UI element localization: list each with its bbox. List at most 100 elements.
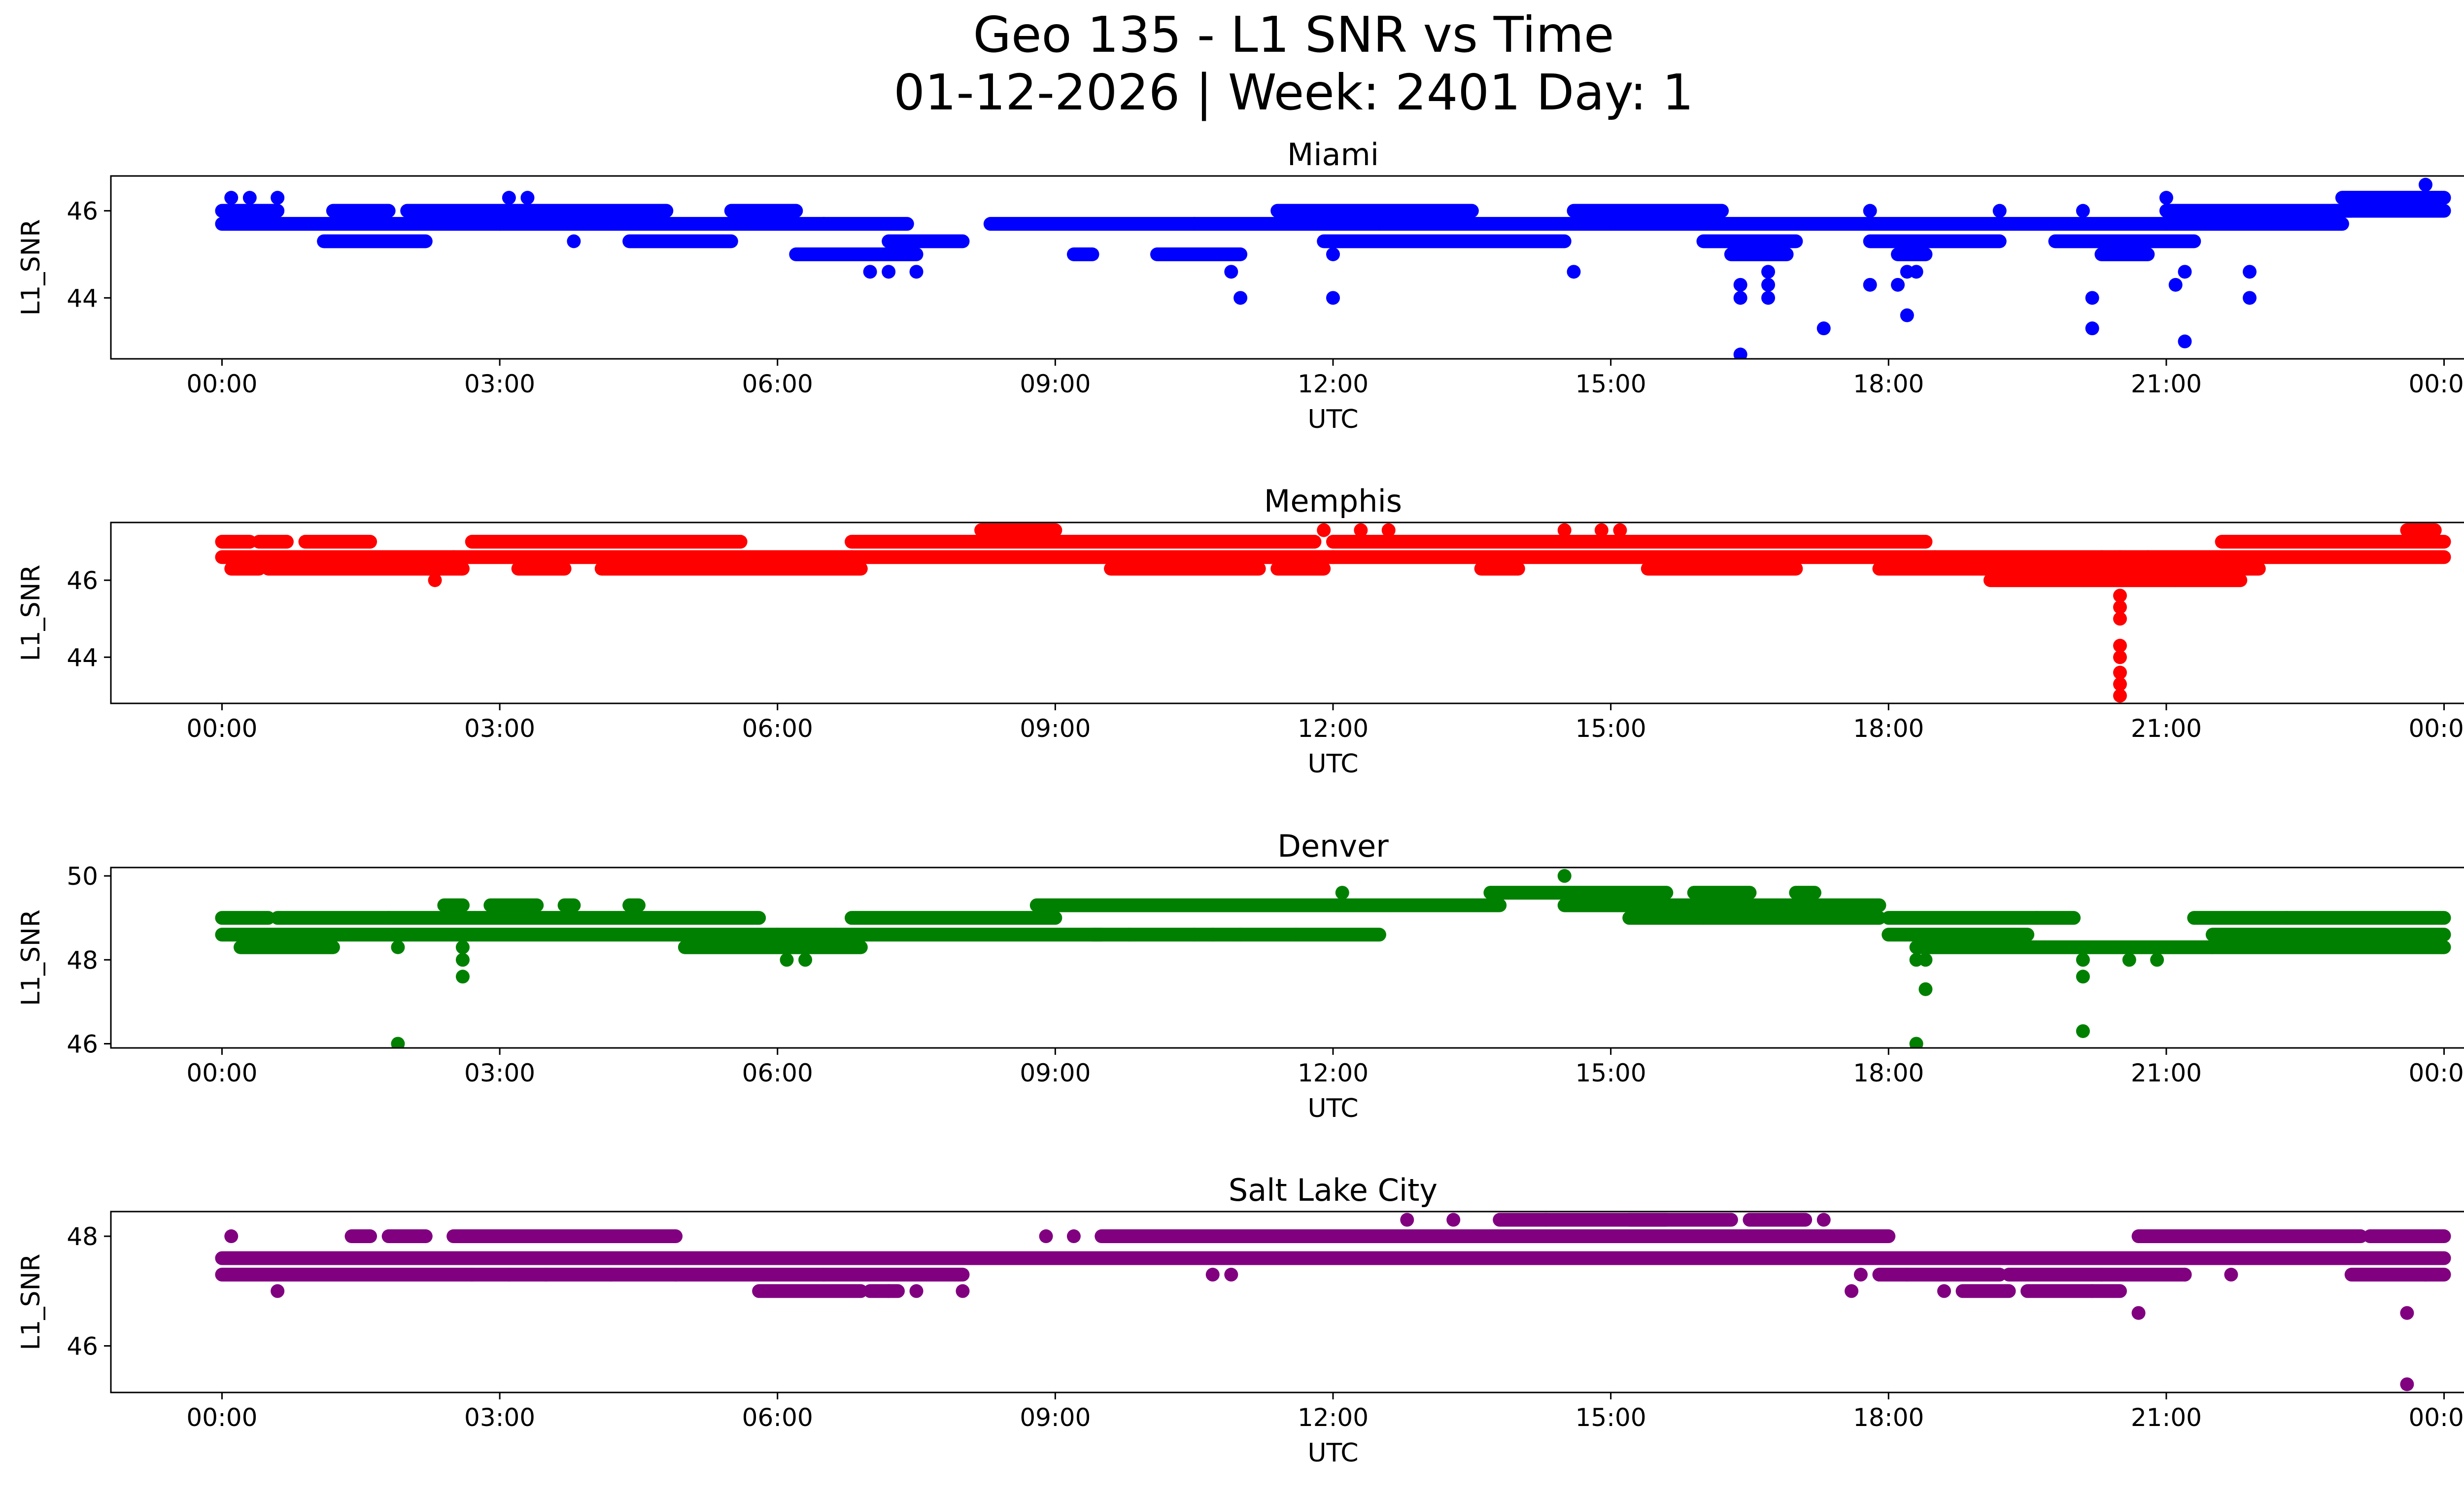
point-band — [1743, 1213, 1813, 1227]
point-band — [298, 535, 377, 549]
data-point — [502, 191, 516, 205]
point-band — [271, 911, 396, 925]
data-point — [2280, 911, 2294, 925]
point-band — [465, 1267, 683, 1282]
data-point — [1696, 911, 1711, 925]
x-tick-label: 00:00 — [186, 370, 257, 398]
point-band — [215, 217, 507, 231]
data-point — [882, 1284, 896, 1298]
point-band — [1872, 561, 1988, 576]
data-point — [391, 940, 405, 954]
data-point — [2113, 612, 2127, 626]
point-band — [2363, 1229, 2451, 1244]
data-point — [1381, 523, 1396, 537]
point-band — [326, 204, 396, 218]
x-tick-label: 15:00 — [1575, 370, 1646, 398]
point-band — [317, 234, 433, 248]
point-band — [1557, 898, 1886, 912]
data-point — [2243, 265, 2257, 279]
point-band — [845, 550, 1340, 564]
data-point — [2094, 550, 2109, 564]
data-point — [2113, 665, 2127, 680]
data-point — [2131, 1306, 2146, 1320]
point-band — [2335, 191, 2451, 205]
data-point — [2076, 970, 2090, 984]
point-band — [724, 204, 803, 218]
point-band — [2187, 911, 2451, 925]
data-point — [2113, 600, 2127, 614]
data-point — [1900, 308, 1914, 322]
point-band — [2048, 234, 2201, 248]
point-band — [1872, 1267, 2007, 1282]
subplot-title: Salt Lake City — [1229, 1172, 1437, 1208]
data-point — [2168, 278, 2183, 292]
x-axis-label: UTC — [1307, 1438, 1358, 1468]
data-point — [1900, 1267, 1914, 1282]
scatter-series — [215, 1213, 2451, 1391]
point-band — [1066, 247, 1099, 261]
data-point — [455, 953, 470, 967]
point-band — [381, 1229, 433, 1244]
data-point — [1863, 278, 1877, 292]
data-point — [1446, 1213, 1461, 1227]
data-point — [2076, 1024, 2090, 1038]
point-band — [622, 234, 738, 248]
data-point — [2178, 334, 2192, 348]
x-axis-label: UTC — [1307, 405, 1358, 434]
data-point — [909, 1284, 924, 1298]
data-point — [2076, 204, 2090, 218]
y-tick-label: 46 — [67, 197, 98, 226]
data-point — [1122, 928, 1136, 942]
point-band — [1974, 561, 2266, 576]
point-band — [215, 928, 785, 942]
point-band — [215, 535, 257, 549]
point-band — [1326, 535, 1933, 549]
point-band — [974, 523, 1062, 537]
point-band — [215, 550, 461, 564]
data-point — [2150, 953, 2164, 967]
x-tick-label: 15:00 — [1575, 1403, 1646, 1432]
figure-title-line2: 01-12-2026 | Week: 2401 Day: 1 — [893, 64, 1693, 121]
point-band — [465, 535, 748, 549]
data-point — [2178, 1267, 2192, 1282]
scatter-series — [215, 523, 2451, 703]
data-point — [956, 1284, 970, 1298]
data-point — [428, 573, 442, 588]
point-band — [2205, 928, 2451, 942]
subplot-title: Memphis — [1264, 483, 1402, 519]
point-band — [2205, 940, 2451, 954]
data-point — [863, 265, 877, 279]
subplot-miami: Miami 00:00 03:00 06:00 09:00 12:00 15:00 18:00… — [16, 137, 2464, 434]
point-band — [2002, 1267, 2109, 1282]
data-point — [539, 1267, 553, 1282]
data-point — [2113, 650, 2127, 664]
data-point — [1761, 291, 1776, 305]
x-tick-label: 00:00 — [186, 1059, 257, 1087]
point-band — [1493, 1213, 1738, 1227]
data-point — [1733, 291, 1747, 305]
subplot-title: Miami — [1287, 137, 1379, 173]
data-point — [1354, 523, 1368, 537]
point-band — [224, 561, 266, 576]
point-band — [1891, 247, 1933, 261]
point-band — [1150, 247, 1248, 261]
data-point — [1918, 982, 1933, 996]
data-point — [1205, 928, 1220, 942]
point-band — [1187, 217, 1386, 231]
point-band — [817, 217, 914, 231]
subplot-memphis: Memphis 00:00 03:00 06:00 09:00 12:00 15:00 18:… — [16, 483, 2464, 779]
point-band — [1909, 940, 2220, 954]
x-tick-label: 00:00 — [2408, 1403, 2464, 1432]
y-axis-label: L1_SNR — [16, 909, 46, 1006]
point-band — [1141, 1251, 1525, 1265]
data-point — [224, 1229, 239, 1244]
point-band — [1724, 247, 1794, 261]
point-band — [1928, 550, 2127, 564]
data-point — [2224, 1267, 2238, 1282]
data-point — [2029, 911, 2044, 925]
point-band — [1317, 234, 1386, 248]
data-point — [1761, 265, 1776, 279]
data-point — [1853, 1267, 1868, 1282]
data-point — [1187, 928, 1201, 942]
data-point — [2113, 589, 2127, 603]
